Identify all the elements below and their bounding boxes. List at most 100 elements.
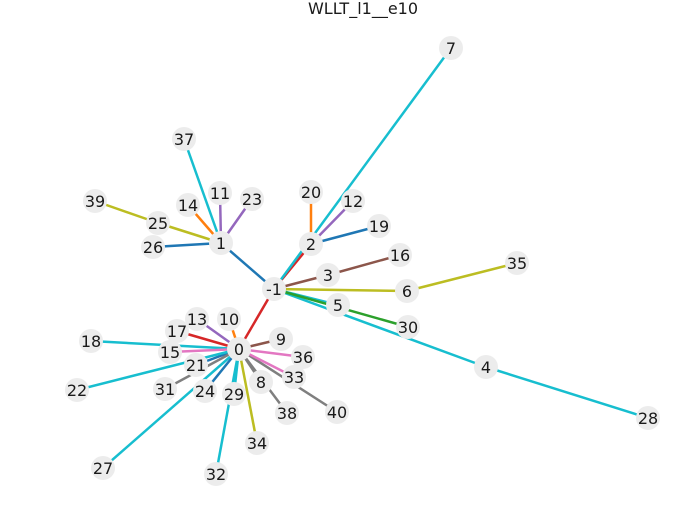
node-circle — [83, 189, 107, 213]
node-32: 32 — [204, 462, 228, 486]
node-27: 27 — [91, 456, 115, 480]
node-20: 20 — [299, 180, 323, 204]
node-circle — [193, 379, 217, 403]
node-25: 25 — [146, 211, 170, 235]
node-circle — [185, 307, 209, 331]
node-28: 28 — [636, 406, 660, 430]
node-34: 34 — [245, 431, 269, 455]
node-label: 17 — [167, 322, 187, 341]
edge-0-32 — [214, 348, 241, 475]
node-5: 5 — [326, 293, 350, 317]
node-label: -1 — [266, 280, 282, 299]
node-circle — [79, 329, 103, 353]
node-label: 40 — [327, 403, 347, 422]
node-label: 13 — [187, 310, 207, 329]
node-29: 29 — [222, 382, 246, 406]
node-circle — [209, 231, 233, 255]
node-30: 30 — [396, 315, 420, 339]
node-label: 15 — [160, 343, 180, 362]
node-circle — [316, 263, 340, 287]
node-circle — [367, 214, 391, 238]
node-circle — [172, 127, 196, 151]
node-label: 8 — [256, 373, 266, 392]
edge-1-37 — [182, 138, 223, 244]
node-6: 6 — [395, 279, 419, 303]
node-label: 27 — [93, 459, 113, 478]
node-label: 37 — [174, 130, 194, 149]
node-label: 1 — [216, 234, 226, 253]
node-16: 16 — [388, 243, 412, 267]
node-circle — [65, 378, 89, 402]
node-circle — [262, 277, 286, 301]
node-label: 14 — [178, 196, 198, 215]
node-circle — [505, 251, 529, 275]
node-4: 4 — [474, 355, 498, 379]
edge-3-16 — [327, 253, 401, 277]
node-label: 28 — [638, 409, 658, 428]
node-label: 23 — [242, 190, 262, 209]
node-9: 9 — [269, 327, 293, 351]
edge-0-27 — [102, 348, 240, 469]
node-circle — [275, 401, 299, 425]
node-label: 0 — [234, 340, 244, 359]
node-label: 22 — [67, 381, 87, 400]
node-10: 10 — [217, 307, 241, 331]
edge-4-28 — [485, 365, 649, 420]
node-label: 6 — [402, 282, 412, 301]
node-7: 7 — [439, 36, 463, 60]
node-18: 18 — [79, 329, 103, 353]
edge-0-22 — [76, 347, 240, 392]
node-circle — [395, 279, 419, 303]
edge-0-34 — [237, 348, 259, 444]
node-circle — [141, 235, 165, 259]
node-13: 13 — [185, 307, 209, 331]
node-label: 4 — [481, 358, 491, 377]
node-label: 21 — [186, 356, 206, 375]
node-circle — [299, 232, 323, 256]
node-label: 20 — [301, 183, 321, 202]
node-circle — [153, 377, 177, 401]
edge--1-6 — [273, 287, 408, 293]
node-label: 7 — [446, 39, 456, 58]
node-15: 15 — [158, 340, 182, 364]
node-label: 39 — [85, 192, 105, 211]
node-label: 12 — [343, 192, 363, 211]
node-circle — [208, 181, 232, 205]
node-circle — [388, 243, 412, 267]
node-39: 39 — [83, 189, 107, 213]
node-label: 25 — [148, 214, 168, 233]
node-label: 19 — [369, 217, 389, 236]
node-label: 26 — [143, 238, 163, 257]
node-circle — [341, 189, 365, 213]
node-circle — [146, 211, 170, 235]
node-label: 9 — [276, 330, 286, 349]
node-17: 17 — [165, 319, 189, 343]
diagram-title: WLLT_l1__e10 — [308, 0, 418, 19]
node-circle — [217, 307, 241, 331]
node-label: 33 — [284, 368, 304, 387]
node-circle — [325, 400, 349, 424]
node-circle — [204, 462, 228, 486]
node-circle — [91, 456, 115, 480]
node-circle — [165, 319, 189, 343]
node-label: 16 — [390, 246, 410, 265]
node-label: 31 — [155, 380, 175, 399]
node-circle — [299, 180, 323, 204]
node-11: 11 — [208, 181, 232, 205]
node-40: 40 — [325, 400, 349, 424]
node-circle — [158, 340, 182, 364]
edge-6-35 — [406, 261, 518, 293]
node-label: 10 — [219, 310, 239, 329]
node-35: 35 — [505, 251, 529, 275]
node-33: 33 — [282, 365, 306, 389]
node-label: 24 — [195, 382, 215, 401]
node-label: 3 — [323, 266, 333, 285]
node-circle — [227, 337, 251, 361]
edge-layer — [76, 47, 649, 475]
node-19: 19 — [367, 214, 391, 238]
node-23: 23 — [240, 187, 264, 211]
node-circle — [396, 315, 420, 339]
node-26: 26 — [141, 235, 165, 259]
node-8: 8 — [249, 370, 273, 394]
